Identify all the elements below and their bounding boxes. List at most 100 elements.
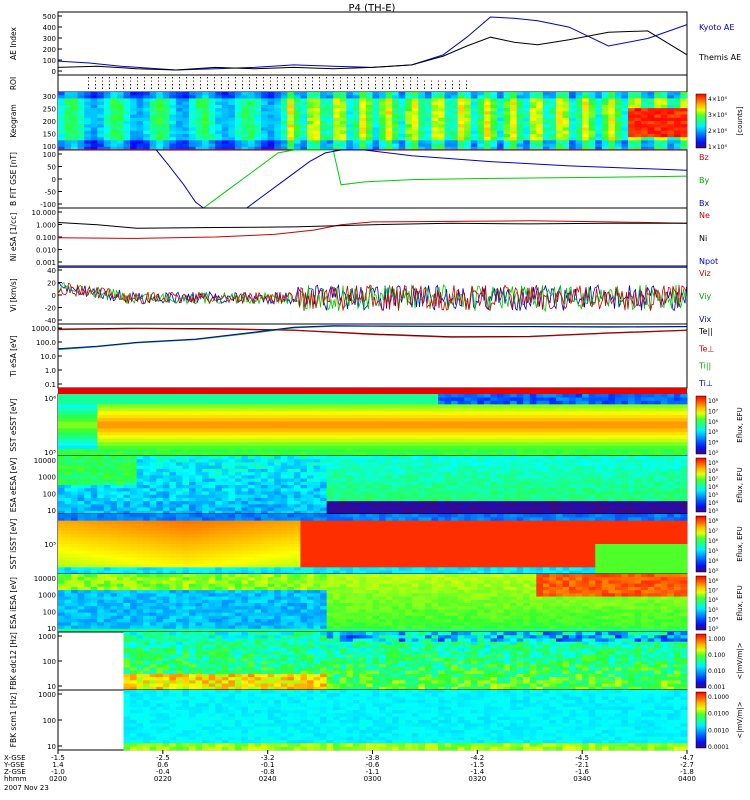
heatmap-cell	[280, 449, 288, 453]
heatmap-cell	[582, 428, 590, 433]
heatmap-cell	[326, 475, 334, 479]
heatmap-cell	[673, 445, 681, 450]
heatmap-cell	[195, 130, 203, 135]
heatmap-cell	[333, 491, 341, 496]
heatmap-cell	[169, 431, 177, 436]
y-tick-label: -50	[45, 189, 56, 197]
heatmap-cell	[385, 95, 393, 99]
heatmap-cell	[418, 394, 426, 398]
heatmap-cell	[365, 438, 373, 443]
heatmap-cell	[411, 481, 419, 486]
heatmap-cell	[431, 468, 439, 473]
heatmap-cell	[136, 449, 144, 453]
heatmap-cell	[333, 98, 341, 103]
heatmap-cell	[614, 414, 622, 419]
heatmap-cell	[208, 468, 216, 473]
heatmap-cell	[660, 397, 668, 402]
heatmap-cell	[379, 108, 386, 112]
heatmap-cell	[529, 124, 537, 128]
heatmap-cell	[267, 400, 275, 405]
y-tick-label: 1.0	[45, 367, 56, 375]
heatmap-cell	[588, 435, 596, 440]
heatmap-cell	[287, 111, 295, 115]
heatmap-cell	[143, 462, 151, 467]
roi-dot	[193, 77, 194, 79]
heatmap-cell	[379, 497, 386, 502]
heatmap-cell	[660, 92, 668, 96]
heatmap-cell	[392, 127, 400, 132]
heatmap-cell	[234, 504, 242, 508]
heatmap-cell	[398, 411, 406, 416]
heatmap-cell	[228, 137, 236, 141]
heatmap-cell	[71, 442, 79, 447]
heatmap-cell	[189, 438, 196, 443]
heatmap-cell	[326, 494, 334, 499]
roi-dot	[417, 77, 418, 79]
heatmap-cell	[267, 418, 275, 422]
heatmap-cell	[130, 143, 138, 148]
heatmap-cell	[58, 421, 65, 426]
heatmap-cell	[287, 510, 295, 515]
heatmap-cell	[254, 497, 262, 502]
heatmap-cell	[248, 140, 255, 144]
heatmap-cell	[510, 114, 518, 119]
heatmap-cell	[71, 504, 79, 508]
roi-dot	[200, 77, 201, 79]
heatmap-cell	[457, 130, 465, 135]
heatmap-cell	[549, 111, 557, 115]
heatmap-cell	[398, 111, 406, 115]
heatmap-cell	[71, 414, 79, 419]
heatmap-cell	[84, 146, 92, 151]
heatmap-cell	[84, 452, 92, 457]
heatmap-cell	[438, 421, 445, 426]
heatmap-cell	[438, 146, 445, 151]
heatmap-cell	[470, 507, 478, 512]
heatmap-cell	[221, 435, 229, 440]
heatmap-cell	[254, 481, 262, 486]
heatmap-cell	[189, 491, 196, 496]
heatmap-cell	[470, 488, 478, 492]
heatmap-cell	[582, 98, 590, 103]
heatmap-cell	[136, 411, 144, 416]
heatmap-cell	[182, 117, 190, 122]
heatmap-cell	[97, 140, 105, 144]
heatmap-cell	[634, 117, 642, 122]
heatmap-cell	[418, 414, 426, 419]
heatmap-cell	[562, 449, 570, 453]
heatmap-cell	[451, 504, 459, 508]
heatmap-cell	[346, 510, 354, 515]
heatmap-cell	[339, 481, 347, 486]
heatmap-cell	[169, 488, 177, 492]
heatmap-cell	[241, 462, 249, 467]
heatmap-cell	[202, 414, 210, 419]
heatmap-cell	[339, 456, 347, 460]
series-kyotoae-line	[57, 16, 688, 71]
heatmap-cell	[234, 452, 242, 457]
heatmap-cell	[595, 445, 603, 450]
heatmap-cell	[601, 140, 609, 144]
heatmap-cell	[248, 414, 255, 419]
heatmap-cell	[261, 456, 269, 460]
legend-bx: Bx	[699, 199, 709, 208]
heatmap-cell	[234, 465, 242, 470]
heatmap-cell	[352, 130, 360, 135]
heatmap-cell	[306, 478, 314, 483]
heatmap-cell	[248, 481, 255, 486]
heatmap-cell	[680, 140, 688, 144]
heatmap-cell	[267, 143, 275, 148]
heatmap-cell	[470, 111, 478, 115]
heatmap-cell	[451, 472, 459, 476]
heatmap-cell	[261, 92, 269, 96]
heatmap-cell	[208, 442, 216, 447]
heatmap-cell	[261, 121, 269, 125]
heatmap-cell	[136, 114, 144, 119]
heatmap-cell	[274, 445, 282, 450]
heatmap-cell	[149, 475, 157, 479]
heatmap-cell	[490, 114, 498, 119]
heatmap-cell	[575, 121, 583, 125]
heatmap-cell	[58, 101, 65, 106]
heatmap-cell	[189, 104, 196, 109]
heatmap-cell	[457, 127, 465, 132]
heatmap-cell	[280, 411, 288, 416]
heatmap-cell	[464, 442, 472, 447]
